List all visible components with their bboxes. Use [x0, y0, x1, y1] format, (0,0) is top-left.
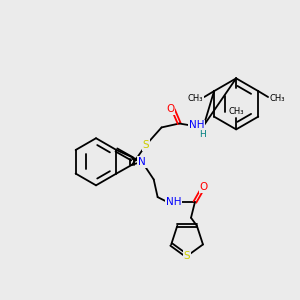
Text: O: O [166, 104, 175, 114]
Text: NH: NH [166, 197, 181, 207]
Text: S: S [142, 140, 149, 150]
Text: CH₃: CH₃ [228, 106, 244, 116]
Text: S: S [184, 251, 190, 261]
Text: H: H [200, 130, 206, 139]
Text: O: O [200, 182, 208, 192]
Text: N: N [138, 157, 146, 167]
Text: CH₃: CH₃ [269, 94, 285, 103]
Text: CH₃: CH₃ [188, 94, 203, 103]
Text: NH: NH [189, 121, 205, 130]
